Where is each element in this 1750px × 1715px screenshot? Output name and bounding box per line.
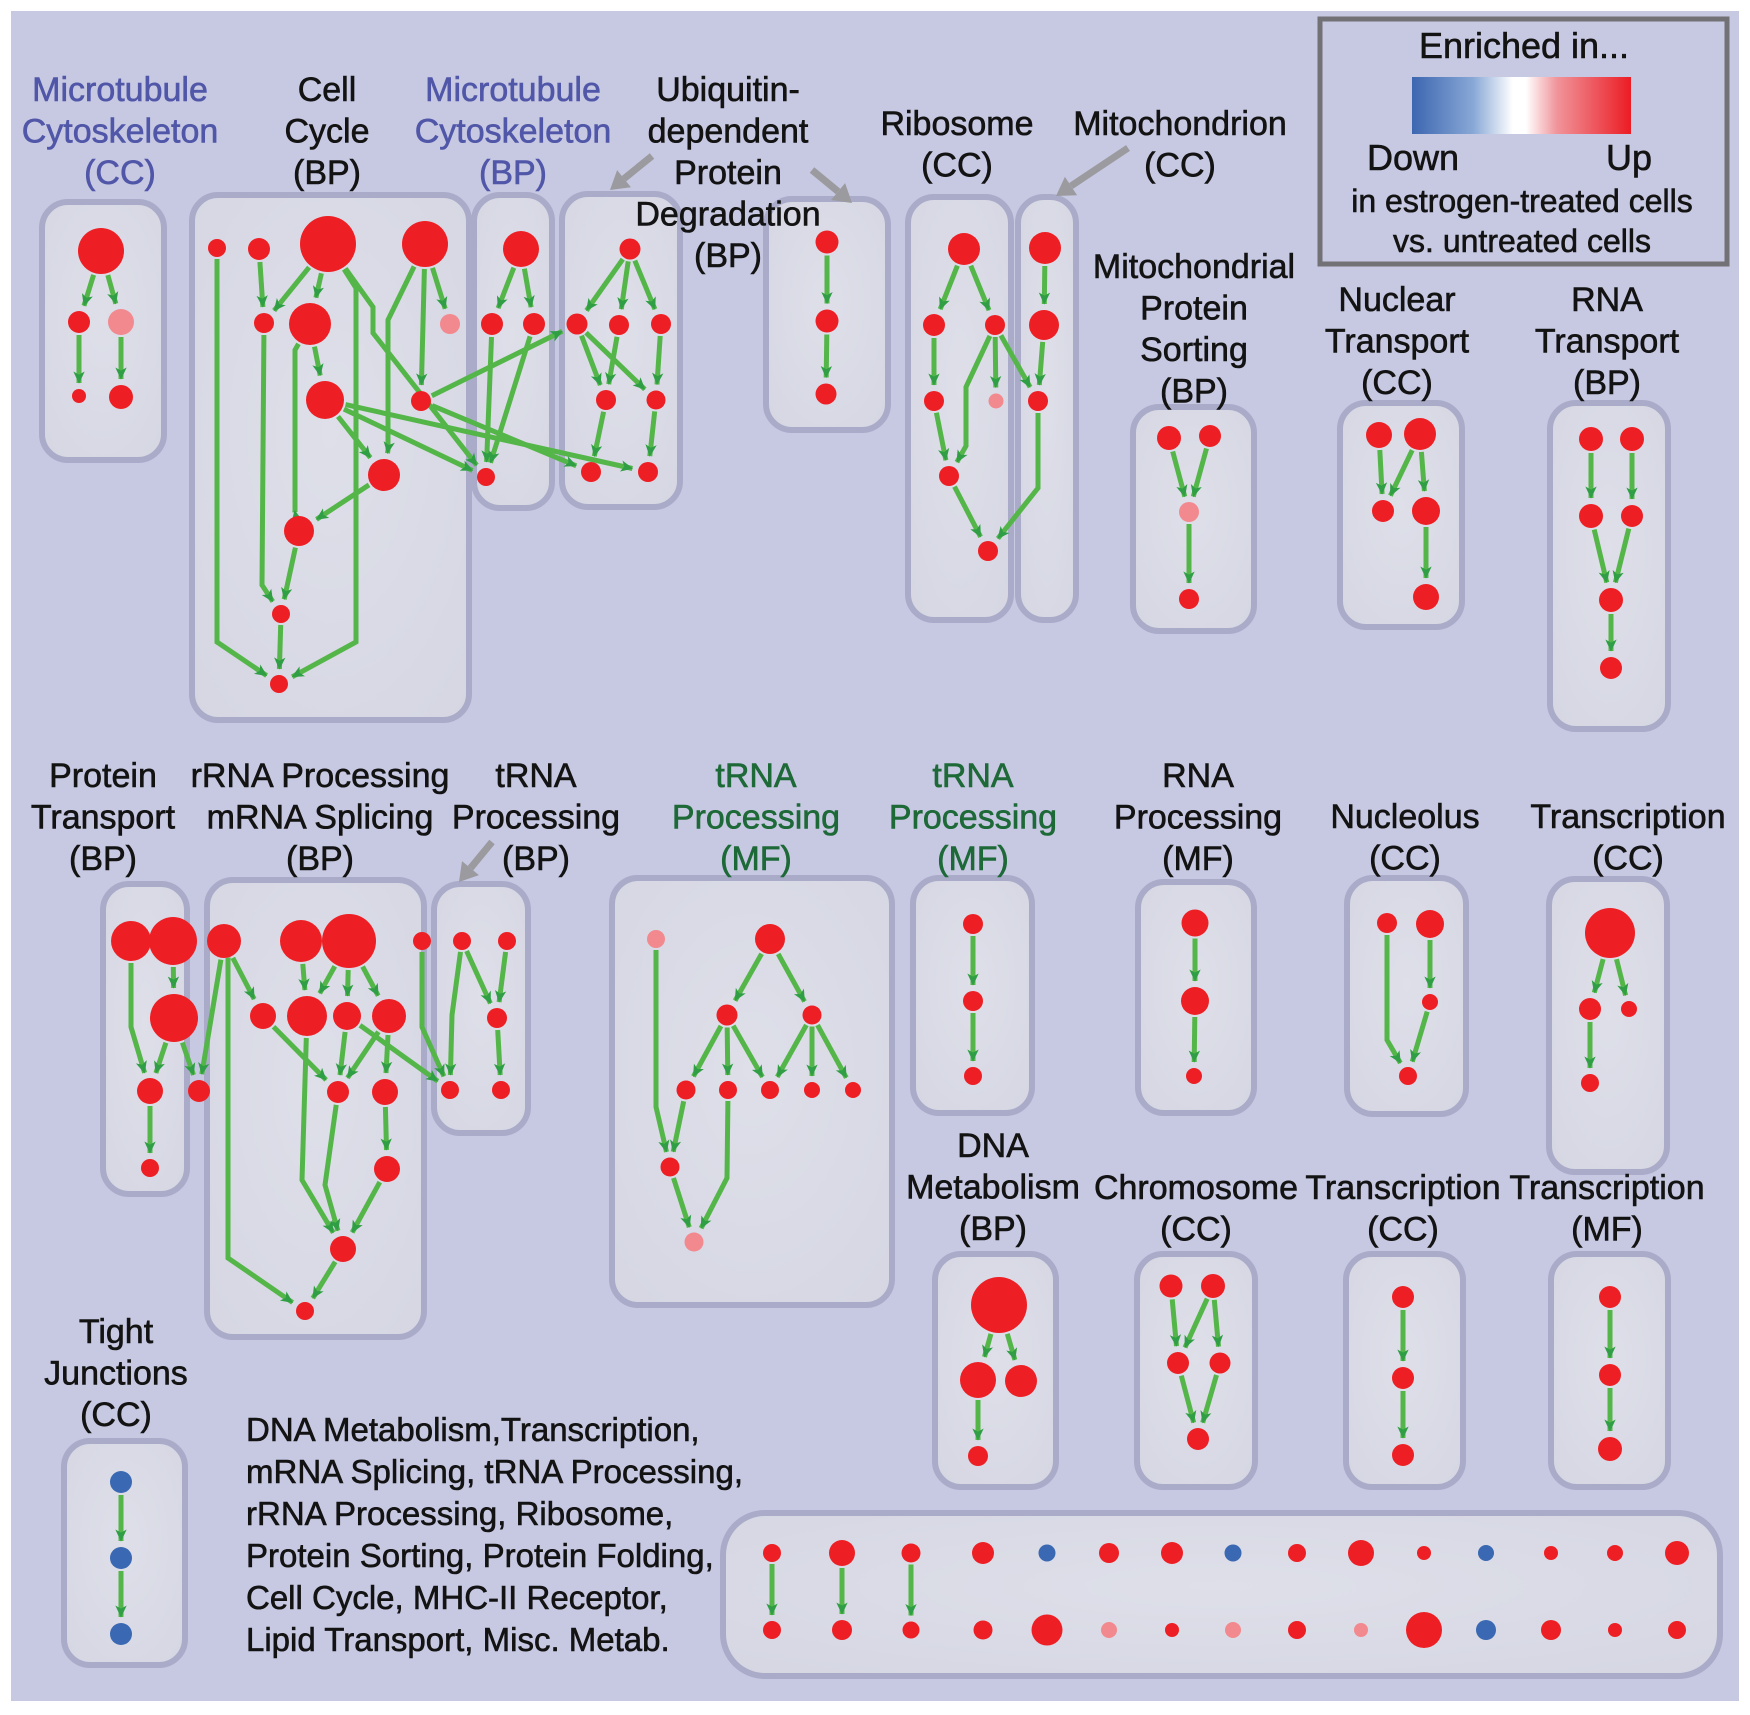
svg-text:(BP): (BP)	[293, 154, 361, 192]
svg-text:(MF): (MF)	[1162, 840, 1234, 878]
svg-text:Cycle: Cycle	[284, 113, 369, 151]
svg-text:(CC): (CC)	[1367, 1211, 1439, 1249]
svg-text:Mitochondrial: Mitochondrial	[1093, 248, 1295, 286]
svg-text:rRNA Processing: rRNA Processing	[191, 757, 450, 795]
svg-text:Lipid Transport, Misc. Metab.: Lipid Transport, Misc. Metab.	[246, 1621, 670, 1658]
svg-text:Cell Cycle, MHC-II Receptor,: Cell Cycle, MHC-II Receptor,	[246, 1579, 668, 1616]
svg-text:(CC): (CC)	[80, 1396, 152, 1434]
svg-text:Up: Up	[1606, 137, 1652, 178]
svg-text:Protein: Protein	[674, 154, 782, 192]
svg-text:(BP): (BP)	[286, 840, 354, 878]
svg-text:Nuclear: Nuclear	[1338, 281, 1455, 319]
svg-text:(CC): (CC)	[1160, 1211, 1232, 1249]
svg-text:Chromosome: Chromosome	[1094, 1169, 1298, 1207]
svg-text:Cell: Cell	[298, 71, 357, 109]
svg-text:(CC): (CC)	[84, 154, 156, 192]
svg-text:(MF): (MF)	[1571, 1211, 1643, 1249]
svg-text:Transcription: Transcription	[1509, 1169, 1704, 1207]
svg-text:Microtubule: Microtubule	[425, 71, 601, 109]
svg-text:tRNA: tRNA	[932, 757, 1014, 795]
svg-text:Transport: Transport	[31, 799, 176, 837]
svg-text:Processing: Processing	[889, 799, 1057, 837]
svg-text:(BP): (BP)	[959, 1210, 1027, 1248]
svg-text:(BP): (BP)	[479, 154, 547, 192]
svg-text:(BP): (BP)	[694, 237, 762, 275]
svg-text:Enriched in...: Enriched in...	[1419, 25, 1629, 66]
svg-text:(BP): (BP)	[1573, 364, 1641, 402]
svg-text:RNA: RNA	[1571, 281, 1643, 319]
svg-text:Cytoskeleton: Cytoskeleton	[415, 113, 612, 151]
svg-text:Transcription: Transcription	[1305, 1169, 1500, 1207]
svg-text:(CC): (CC)	[1592, 840, 1664, 878]
svg-text:Degradation: Degradation	[635, 196, 820, 234]
svg-text:Cytoskeleton: Cytoskeleton	[22, 113, 219, 151]
svg-text:tRNA: tRNA	[495, 757, 577, 795]
svg-text:Transcription: Transcription	[1530, 798, 1725, 836]
svg-text:tRNA: tRNA	[715, 757, 797, 795]
svg-text:(BP): (BP)	[502, 840, 570, 878]
svg-text:Transport: Transport	[1325, 323, 1470, 361]
svg-text:Tight: Tight	[79, 1313, 154, 1351]
svg-text:Processing: Processing	[672, 799, 840, 837]
svg-text:DNA Metabolism,Transcription,: DNA Metabolism,Transcription,	[246, 1411, 700, 1448]
svg-text:Processing: Processing	[1114, 799, 1282, 837]
svg-text:(CC): (CC)	[1361, 364, 1433, 402]
svg-text:(CC): (CC)	[1144, 147, 1216, 185]
svg-text:Ribosome: Ribosome	[880, 105, 1033, 143]
svg-text:Sorting: Sorting	[1140, 331, 1248, 369]
svg-text:in estrogen-treated cells: in estrogen-treated cells	[1351, 183, 1693, 219]
svg-text:(CC): (CC)	[1369, 840, 1441, 878]
svg-text:Junctions: Junctions	[44, 1355, 188, 1393]
svg-text:(MF): (MF)	[937, 840, 1009, 878]
svg-text:(BP): (BP)	[1160, 373, 1228, 411]
svg-text:RNA: RNA	[1162, 757, 1234, 795]
svg-text:Protein: Protein	[49, 757, 157, 795]
svg-text:dependent: dependent	[648, 113, 809, 151]
svg-text:Transport: Transport	[1535, 323, 1680, 361]
svg-text:Nucleolus: Nucleolus	[1330, 798, 1479, 836]
svg-text:mRNA Splicing, tRNA Processing: mRNA Splicing, tRNA Processing,	[246, 1453, 743, 1490]
svg-text:Protein: Protein	[1140, 290, 1248, 328]
svg-text:DNA: DNA	[957, 1127, 1029, 1165]
svg-text:Processing: Processing	[452, 799, 620, 837]
svg-text:(MF): (MF)	[720, 840, 792, 878]
svg-text:Mitochondrion: Mitochondrion	[1073, 105, 1287, 143]
svg-text:vs. untreated cells: vs. untreated cells	[1393, 223, 1651, 259]
svg-text:Down: Down	[1367, 137, 1459, 178]
svg-text:Protein Sorting, Protein Foldi: Protein Sorting, Protein Folding,	[246, 1537, 714, 1574]
svg-text:(CC): (CC)	[921, 147, 993, 185]
svg-text:(BP): (BP)	[69, 840, 137, 878]
svg-text:mRNA Splicing: mRNA Splicing	[207, 799, 434, 837]
svg-text:Microtubule: Microtubule	[32, 71, 208, 109]
svg-text:Ubiquitin-: Ubiquitin-	[656, 71, 800, 109]
svg-text:Metabolism: Metabolism	[906, 1169, 1080, 1207]
svg-text:rRNA Processing, Ribosome,: rRNA Processing, Ribosome,	[246, 1495, 673, 1532]
